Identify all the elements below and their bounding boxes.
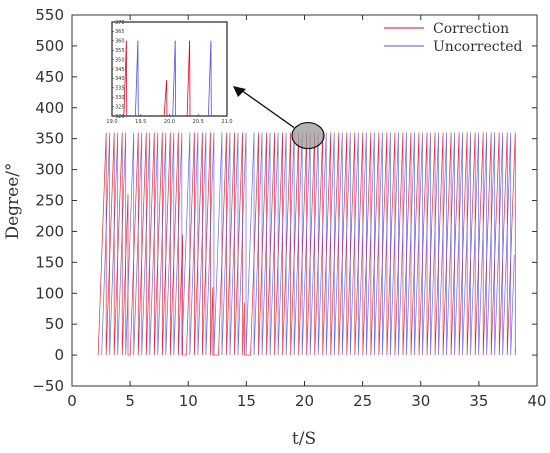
inset-peak-uncorrected bbox=[134, 40, 139, 117]
series-line-uncorrected bbox=[101, 132, 515, 356]
x-tick-label: 25 bbox=[353, 392, 372, 410]
inset-zoom-plot: 19.0 19.5 20.0 20.5 21.0 320 325 330 335 340 345 35… bbox=[106, 20, 232, 125]
x-tick-label: 20 bbox=[295, 392, 314, 410]
inset-y-tick-label: 360 bbox=[115, 39, 125, 45]
inset-y-tick-label: 370 bbox=[115, 20, 125, 26]
inset-peak-uncorrected bbox=[208, 40, 212, 117]
inset-y-tick-label: 340 bbox=[115, 76, 125, 82]
y-tick-label: 250 bbox=[35, 192, 64, 210]
inset-y-tick-label: 335 bbox=[115, 86, 125, 92]
inset-frame bbox=[111, 21, 228, 117]
x-tick-label: 30 bbox=[411, 392, 430, 410]
y-tick-label: 450 bbox=[35, 68, 64, 86]
inset-x-tick-label: 20.5 bbox=[193, 119, 204, 125]
x-tick-label: 0 bbox=[67, 392, 77, 410]
inset-y-tick-label: 365 bbox=[115, 29, 125, 35]
inset-peak-uncorrected bbox=[172, 40, 176, 117]
inset-y-tick-label: 325 bbox=[115, 104, 125, 110]
inset-x-tick-label: 21.0 bbox=[221, 119, 232, 125]
legend-label: Uncorrected bbox=[433, 39, 523, 55]
x-tick-label: 10 bbox=[179, 392, 198, 410]
inset-y-tick-label: 330 bbox=[115, 95, 125, 101]
x-axis-title: t/S bbox=[292, 429, 316, 449]
x-tick-label: 15 bbox=[237, 392, 256, 410]
zoom-arrow-line bbox=[240, 89, 295, 129]
inset-y-tick-label: 350 bbox=[115, 57, 125, 63]
zoom-ellipse bbox=[291, 121, 325, 150]
y-tick-label: 500 bbox=[35, 37, 64, 55]
y-tick-label: 350 bbox=[35, 130, 64, 148]
inset-y-tick-label: 345 bbox=[115, 67, 125, 73]
series-layer bbox=[97, 132, 516, 356]
y-tick-label: 300 bbox=[35, 161, 64, 179]
y-tick-label: 400 bbox=[35, 99, 64, 117]
axis-layer: 0 5 10 15 20 25 30 35 40−50050100150200250300350… bbox=[32, 6, 546, 410]
x-tick-label: 35 bbox=[469, 392, 488, 410]
inset-y-tick-label: 320 bbox=[115, 114, 125, 120]
y-tick-label: 200 bbox=[35, 222, 64, 240]
x-tick-label: 5 bbox=[125, 392, 135, 410]
inset-peak-correction bbox=[186, 40, 191, 117]
y-tick-label: −50 bbox=[32, 377, 64, 395]
legend: Correction Uncorrected bbox=[384, 21, 523, 55]
y-tick-label: 0 bbox=[54, 346, 64, 364]
legend-label: Correction bbox=[433, 21, 509, 37]
y-tick-label: 100 bbox=[35, 284, 64, 302]
zoom-annotation bbox=[233, 86, 325, 150]
y-axis-title: Degree/° bbox=[3, 162, 23, 239]
zoom-arrow-head bbox=[233, 86, 246, 97]
inset-x-tick-label: 20.0 bbox=[164, 119, 175, 125]
y-tick-label: 50 bbox=[45, 315, 64, 333]
series-line-correction bbox=[97, 132, 516, 356]
inset-y-tick-label: 355 bbox=[115, 48, 125, 54]
y-tick-label: 550 bbox=[35, 6, 64, 24]
inset-peak-correction bbox=[123, 40, 127, 117]
x-tick-label: 40 bbox=[527, 392, 546, 410]
inset-peak-correction bbox=[163, 80, 168, 117]
y-tick-label: 150 bbox=[35, 253, 64, 271]
inset-x-tick-label: 19.0 bbox=[106, 119, 117, 125]
inset-x-tick-label: 19.5 bbox=[135, 119, 146, 125]
